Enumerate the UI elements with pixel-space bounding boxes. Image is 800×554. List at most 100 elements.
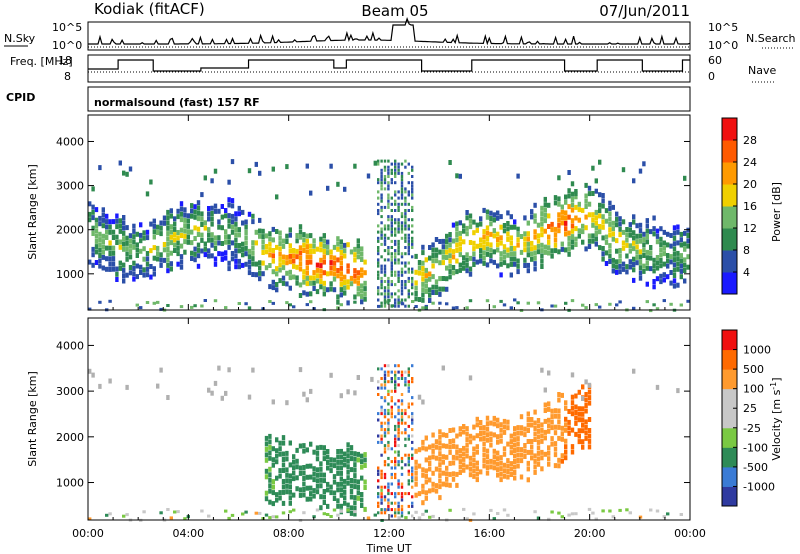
heatmap-cell [506,513,510,517]
heatmap-cell [336,513,340,517]
heatmap-cell [587,444,592,450]
heatmap-cell [132,234,136,240]
noise-cell [407,267,410,271]
heatmap-cell [645,300,649,304]
heatmap-cell [462,239,466,245]
noise-cell [411,196,414,200]
heatmap-cell [332,244,337,250]
heatmap-cell [139,306,143,310]
heatmap-cell [326,503,330,509]
noise-cell [394,171,397,175]
heatmap-cell [496,210,500,216]
heatmap-cell [567,230,571,236]
heatmap-cell [482,430,486,436]
heatmap-cell [414,476,418,482]
heatmap-cell [635,223,639,229]
heatmap-cell [292,253,296,259]
heatmap-cell [489,458,493,464]
heatmap-cell [339,276,343,282]
heatmap-cell [173,248,177,253]
noise-cell [394,249,397,253]
heatmap-cell [360,272,364,278]
heatmap-cell [281,468,286,473]
heatmap-cell [615,216,619,222]
heatmap-cell [424,473,428,479]
heatmap-cell [526,236,530,242]
noise-cell [383,286,387,290]
heatmap-cell [591,191,595,196]
heatmap-cell [258,511,262,515]
heatmap-cell [451,254,456,260]
heatmap-cell [275,244,279,250]
heatmap-cell [183,223,187,229]
heatmap-cell [509,240,513,246]
heatmap-cell [309,190,313,196]
heatmap-cell [632,256,636,262]
heatmap-cell [591,238,595,244]
heatmap-cell [251,367,255,373]
noise-cell [394,218,397,222]
heatmap-cell [560,453,564,459]
heatmap-cell [183,207,187,213]
heatmap-cell [489,242,493,248]
heatmap-cell [319,268,323,274]
noise-cell [397,202,400,206]
heatmap-cell [564,416,568,422]
heatmap-cell [499,240,503,246]
heatmap-cell [329,372,333,378]
heatmap-cell [149,248,153,254]
heatmap-cell [445,244,449,250]
heatmap-cell [462,456,466,462]
heatmap-cell [176,510,180,514]
heatmap-cell [309,275,313,281]
heatmap-cell [475,433,479,439]
heatmap-cell [247,259,252,265]
heatmap-cell [553,237,558,243]
heatmap-cell [312,286,316,291]
heatmap-cell [530,251,534,257]
heatmap-cell [431,454,435,460]
noise-cell [390,233,393,237]
heatmap-cell [533,464,537,470]
heatmap-cell [557,463,561,469]
heatmap-cell [536,445,541,451]
heatmap-cell [502,468,507,474]
noise-cell [390,230,393,234]
heatmap-cell [530,444,534,450]
heatmap-cell [339,292,343,298]
heatmap-cell [523,241,527,247]
heatmap-cell [604,250,609,256]
heatmap-cell [421,467,425,473]
noise-cell [397,428,400,432]
noise-cell [383,373,387,377]
heatmap-cell [234,216,238,222]
heatmap-cell [322,280,326,286]
heatmap-cell [594,220,598,226]
noise-cell [383,298,387,302]
heatmap-cell [428,488,432,494]
noise-cell [394,424,397,428]
noise-cell [390,466,393,470]
heatmap-cell [309,280,313,286]
noise-cell [394,292,397,296]
colorbar-tick-label: -25 [743,422,761,435]
noise-cell [380,196,383,200]
heatmap-cell [638,238,643,244]
noise-cell [411,280,414,283]
heatmap-cell [387,298,391,302]
noise-cell [397,437,400,441]
heatmap-cell [428,461,432,466]
noise-cell [407,373,410,377]
noise-cell [383,364,387,368]
heatmap-cell [353,451,357,457]
heatmap-cell [509,272,513,278]
noise-cell [377,159,380,163]
heatmap-cell [509,450,513,456]
heatmap-cell [485,225,490,231]
heatmap-cell [567,170,571,175]
heatmap-cell [540,367,544,373]
heatmap-cell [479,216,483,222]
heatmap-cell [683,230,687,236]
noise-cell [404,215,407,219]
